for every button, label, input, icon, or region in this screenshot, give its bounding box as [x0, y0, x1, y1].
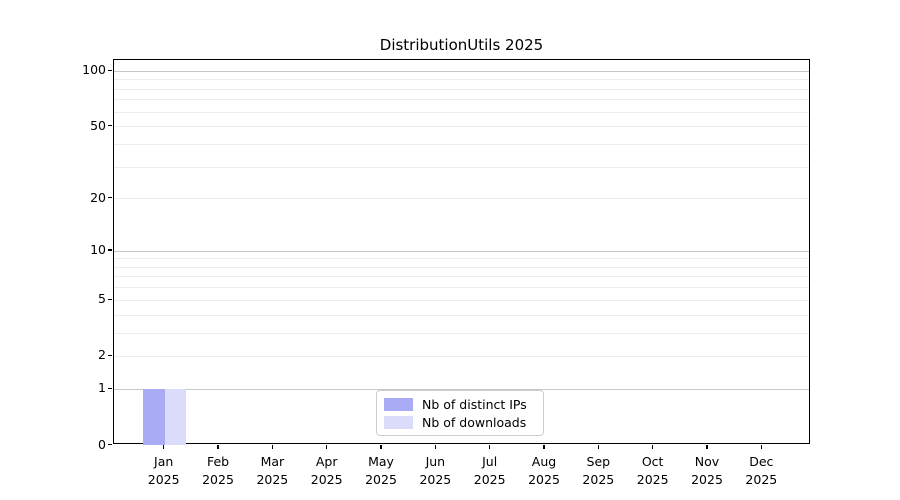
x-tick-mark	[271, 444, 274, 449]
x-tick-label: Mar 2025	[242, 453, 302, 489]
legend-swatch-downloads	[384, 415, 413, 429]
x-tick-year: 2025	[636, 471, 669, 487]
legend-label-distinct-ips: Nb of distinct IPs	[422, 396, 527, 412]
x-tick-month: Nov	[694, 453, 720, 469]
x-tick-label: Aug 2025	[514, 453, 574, 489]
y-tick-mark	[108, 69, 112, 72]
minor-gridline	[114, 111, 809, 113]
minor-gridline	[114, 332, 809, 334]
bar-distinct-ips	[143, 389, 165, 446]
y-tick-label: 10	[90, 242, 106, 258]
x-tick-label: Oct 2025	[623, 453, 683, 489]
minor-gridline	[114, 266, 809, 268]
x-tick-month: Oct	[641, 453, 664, 469]
minor-gridline	[114, 276, 809, 278]
minor-gridline	[114, 88, 809, 90]
x-tick-year: 2025	[528, 471, 560, 487]
x-tick-month: Apr	[315, 453, 338, 469]
y-tick-mark	[108, 387, 112, 389]
y-tick-label: 20	[90, 189, 106, 205]
minor-gridline	[114, 355, 809, 357]
x-tick-year: 2025	[691, 471, 723, 487]
x-tick-mark	[380, 444, 382, 449]
x-tick-mark	[488, 444, 491, 449]
x-tick-label: Apr 2025	[297, 453, 357, 489]
plot-area	[113, 59, 810, 446]
minor-gridline	[114, 258, 809, 260]
x-tick-year: 2025	[202, 471, 234, 487]
x-tick-mark	[706, 444, 708, 449]
y-tick-label: 5	[98, 291, 106, 307]
y-tick-label: 100	[82, 62, 106, 78]
x-tick-month: Feb	[206, 453, 230, 469]
major-gridline	[114, 388, 809, 390]
major-gridline	[114, 250, 809, 252]
minor-gridline	[114, 143, 809, 145]
x-tick-mark	[325, 444, 328, 449]
legend-row-downloads: Nb of downloads	[384, 414, 535, 430]
x-tick-year: 2025	[745, 471, 778, 487]
x-tick-mark	[597, 444, 600, 449]
legend-label-downloads: Nb of downloads	[422, 414, 527, 430]
x-tick-label: Jun 2025	[405, 453, 465, 489]
x-tick-year: 2025	[473, 471, 506, 487]
y-tick-mark	[108, 354, 112, 357]
x-tick-label: Nov 2025	[677, 453, 737, 489]
y-tick-mark	[108, 125, 112, 127]
y-tick-mark	[108, 443, 112, 446]
y-tick-label: 50	[90, 117, 106, 133]
x-tick-label: May 2025	[351, 453, 411, 489]
legend-row-distinct-ips: Nb of distinct IPs	[384, 396, 535, 412]
minor-gridline	[114, 299, 809, 301]
minor-gridline	[114, 166, 809, 168]
y-tick-label: 2	[98, 347, 106, 363]
minor-gridline	[114, 79, 809, 81]
y-tick-mark	[108, 298, 112, 300]
x-tick-mark	[651, 444, 654, 449]
x-tick-mark	[217, 444, 219, 449]
x-tick-month: May	[368, 453, 394, 469]
y-tick-label: 1	[98, 380, 106, 396]
x-tick-mark	[434, 444, 437, 449]
minor-gridline	[114, 287, 809, 289]
y-tick-mark	[108, 196, 112, 199]
x-tick-label: Feb 2025	[188, 453, 248, 489]
x-tick-year: 2025	[310, 471, 343, 487]
legend-swatch-distinct-ips	[384, 397, 413, 411]
x-tick-month: Dec	[749, 453, 774, 469]
x-tick-year: 2025	[256, 471, 289, 487]
x-tick-year: 2025	[147, 471, 180, 487]
x-tick-month: Mar	[260, 453, 285, 469]
x-tick-mark	[163, 444, 165, 449]
x-tick-label: Dec 2025	[731, 453, 791, 489]
x-tick-year: 2025	[582, 471, 615, 487]
y-tick-mark	[108, 249, 112, 251]
x-tick-month: Sep	[586, 453, 611, 469]
x-tick-month: Jul	[482, 453, 498, 469]
x-tick-mark	[543, 444, 545, 449]
x-tick-label: Jan 2025	[134, 453, 194, 489]
major-gridline	[114, 70, 809, 72]
x-tick-month: Aug	[531, 453, 557, 469]
bar-downloads	[164, 389, 187, 446]
x-tick-month: Jun	[425, 453, 446, 469]
x-tick-label: Sep 2025	[568, 453, 628, 489]
legend: Nb of distinct IPs Nb of downloads	[376, 390, 544, 436]
minor-gridline	[114, 314, 809, 316]
x-tick-label: Jul 2025	[460, 453, 520, 489]
chart-title: DistributionUtils 2025	[379, 36, 544, 54]
x-tick-year: 2025	[365, 471, 397, 487]
minor-gridline	[114, 99, 809, 101]
minor-gridline	[114, 126, 809, 128]
x-tick-month: Jan	[154, 453, 174, 469]
y-tick-label: 0	[98, 436, 106, 452]
x-tick-mark	[760, 444, 763, 449]
minor-gridline	[114, 198, 809, 200]
x-tick-year: 2025	[419, 471, 452, 487]
